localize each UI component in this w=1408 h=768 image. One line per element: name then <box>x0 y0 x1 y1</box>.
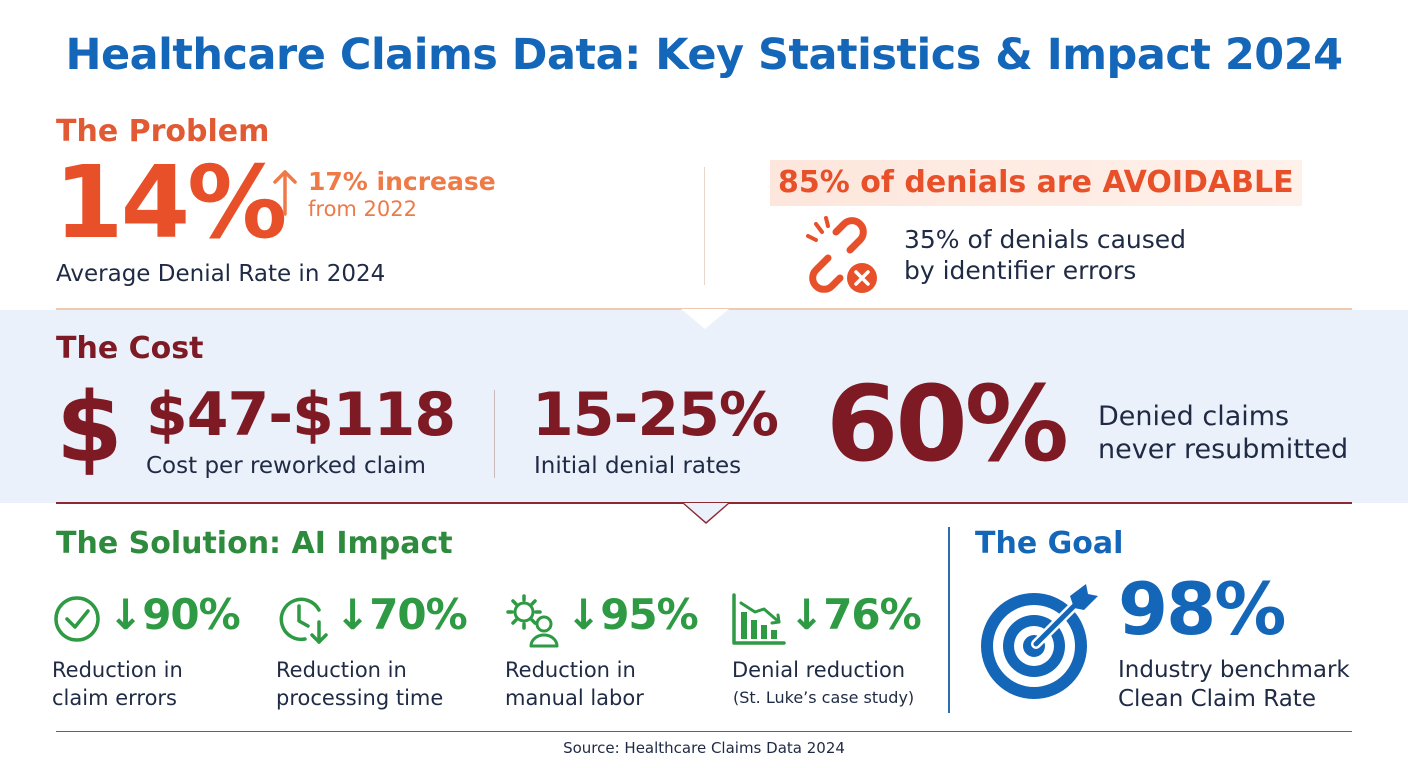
metric-value: ↓76% <box>789 590 922 639</box>
never-resubmitted-line2: never resubmitted <box>1098 434 1349 465</box>
avoidable-banner: 85% of denials are AVOIDABLE <box>770 160 1302 206</box>
never-resubmitted-value: 60% <box>826 363 1069 485</box>
cost-divider <box>494 390 495 478</box>
footer-divider <box>56 731 1352 732</box>
clock-down-icon <box>275 592 331 652</box>
metric-label-line2: claim errors <box>52 686 177 710</box>
metric-value: ↓95% <box>566 590 699 639</box>
cost-band <box>0 310 1408 503</box>
denial-rate-label: Average Denial Rate in 2024 <box>56 261 386 287</box>
metric-label-line1: Reduction in <box>52 658 183 682</box>
up-arrow-icon <box>272 168 298 222</box>
initial-denial-label: Initial denial rates <box>534 453 742 479</box>
bar-chart-down-icon <box>731 592 787 650</box>
check-circle-icon <box>52 592 104 648</box>
increase-period: from 2022 <box>308 197 417 221</box>
goal-heading: The Goal <box>975 526 1124 561</box>
cost-heading: The Cost <box>56 331 204 366</box>
broken-link-icon <box>792 214 888 300</box>
source-note: Source: Healthcare Claims Data 2024 <box>563 739 845 757</box>
section-notch <box>681 309 729 329</box>
solution-heading: The Solution: AI Impact <box>56 526 453 561</box>
problem-heading: The Problem <box>56 114 270 149</box>
metric-value: ↓70% <box>335 590 468 639</box>
identifier-errors-line2: by identifier errors <box>904 256 1137 285</box>
metric-label-line1: Reduction in <box>505 658 636 682</box>
goal-label-line1: Industry benchmark <box>1118 657 1350 683</box>
dollar-icon: $ <box>56 372 123 484</box>
goal-divider <box>948 527 950 713</box>
metric-label-line1: Denial reduction <box>732 658 906 682</box>
initial-denial-value: 15-25% <box>532 380 779 450</box>
metric-label-line2: manual labor <box>505 686 644 710</box>
never-resubmitted-line1: Denied claims <box>1098 401 1290 432</box>
section-divider <box>704 167 705 285</box>
increase-value: 17% increase <box>308 167 496 196</box>
identifier-errors-line1: 35% of denials caused <box>904 225 1187 254</box>
metric-label-line2: processing time <box>276 686 444 710</box>
section-notch <box>684 503 728 522</box>
rework-cost-value: $47-$118 <box>146 380 456 450</box>
metric-label-line1: Reduction in <box>276 658 407 682</box>
goal-value: 98% <box>1118 567 1286 651</box>
metric-label-line2: (St. Luke’s case study) <box>733 688 915 707</box>
goal-label-line2: Clean Claim Rate <box>1118 686 1316 712</box>
target-icon <box>974 580 1100 710</box>
denial-rate-value: 14% <box>54 144 287 261</box>
metric-value: ↓90% <box>108 590 241 639</box>
gear-person-icon <box>504 592 564 652</box>
rework-cost-label: Cost per reworked claim <box>146 453 426 479</box>
error-x-icon <box>847 263 877 293</box>
page-title: Healthcare Claims Data: Key Statistics &… <box>65 30 1343 80</box>
